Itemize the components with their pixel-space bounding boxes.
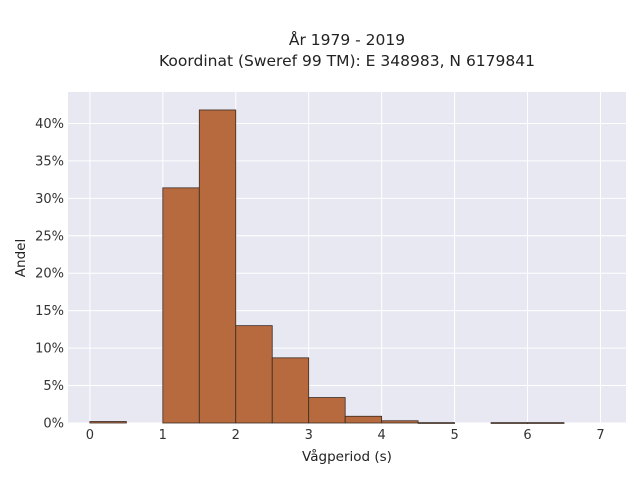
plot-area — [68, 92, 626, 423]
x-tick-label: 6 — [523, 428, 531, 443]
y-tick-label: 25% — [35, 229, 64, 244]
x-tick-label: 2 — [232, 428, 240, 443]
x-axis-ticks: 0 1 2 3 4 5 6 7 — [86, 428, 605, 443]
y-tick-label: 0% — [43, 417, 64, 432]
histogram-bar — [235, 325, 273, 424]
histogram-bar — [344, 415, 383, 424]
chart-subtitle: Koordinat (Sweref 99 TM): E 348983, N 61… — [159, 52, 535, 70]
histogram-bar — [527, 422, 565, 424]
chart-title: År 1979 - 2019 — [289, 30, 405, 49]
y-tick-label: 40% — [35, 117, 64, 132]
histogram-bar — [417, 422, 455, 424]
histogram-bar — [308, 397, 346, 424]
y-tick-label: 10% — [35, 342, 64, 357]
histogram-bar — [89, 421, 127, 424]
x-tick-label: 0 — [86, 428, 94, 443]
bars — [89, 109, 565, 424]
histogram-bar — [271, 357, 310, 424]
histogram-bar — [162, 187, 200, 424]
y-tick-label: 5% — [43, 379, 64, 394]
x-tick-label: 5 — [450, 428, 458, 443]
y-axis-title: Andel — [13, 239, 29, 277]
y-tick-label: 30% — [35, 192, 64, 207]
y-tick-label: 15% — [35, 304, 64, 319]
histogram-bar — [198, 109, 237, 424]
y-axis-ticks: 0% 5% 10% 15% 20% 25% 30% 35% 40% — [35, 117, 64, 432]
x-tick-label: 4 — [378, 428, 386, 443]
histogram-bar — [490, 422, 528, 424]
x-tick-label: 3 — [305, 428, 313, 443]
y-tick-label: 35% — [35, 154, 64, 169]
x-axis-title: Vågperiod (s) — [302, 448, 392, 465]
x-tick-label: 1 — [159, 428, 167, 443]
grid-lines — [68, 92, 626, 424]
histogram-bar — [381, 420, 419, 424]
x-tick-label: 7 — [596, 428, 604, 443]
y-tick-label: 20% — [35, 267, 64, 282]
